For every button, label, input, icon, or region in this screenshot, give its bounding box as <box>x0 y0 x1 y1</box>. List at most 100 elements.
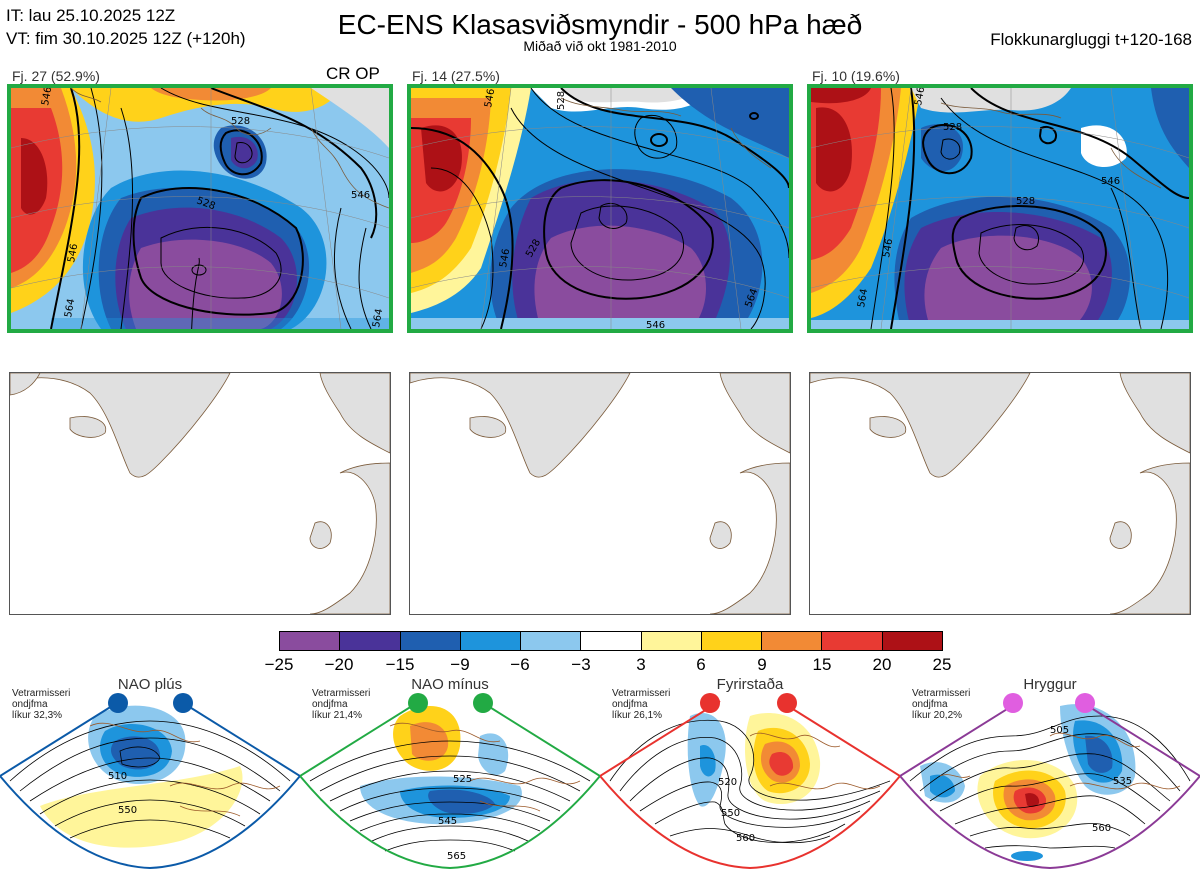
colorbar-tick: 25 <box>932 655 952 674</box>
regime-fan: 520 550 560 <box>600 693 900 870</box>
cluster-2-label: Fj. 14 (27.5%) <box>412 68 500 84</box>
contour-label: 560 <box>736 833 755 844</box>
contour-label: 546 <box>66 243 80 264</box>
contour-label: 546 <box>1101 176 1120 187</box>
regime-note: Vetrarmisseri ondjfma líkur 32,3% <box>12 688 70 721</box>
regime-note-line: líkur 21,4% <box>312 710 363 721</box>
land-outline-3 <box>810 373 1190 614</box>
colorbar-swatch <box>882 632 942 650</box>
cluster-1-tag: CR OP <box>326 64 380 83</box>
contour-label: 546 <box>498 248 512 269</box>
land-outline-1 <box>10 373 390 614</box>
regime-note-line: Vetrarmisseri <box>12 688 71 699</box>
contour-label: 546 <box>646 320 665 329</box>
regime-block[interactable]: 520 550 560 Fyrirstaða Vetrarmisseri ond… <box>600 676 900 871</box>
page-title: EC-ENS Klasasviðsmyndir - 500 hPa hæð <box>337 9 863 40</box>
regime-title: NAO plús <box>117 676 183 693</box>
colorbar-swatch <box>641 632 702 650</box>
region-map-3[interactable] <box>809 372 1191 615</box>
regime-fan: 505 535 560 <box>900 693 1200 870</box>
colorbar-swatch <box>701 632 763 650</box>
anomaly-field-3: 546 528 528 546 546 564 <box>811 88 1189 329</box>
colorbar-tick: −15 <box>385 655 415 674</box>
contour-label: 510 <box>108 771 127 782</box>
colorbar-tick: 6 <box>696 655 706 674</box>
regime-title: Fyrirstaða <box>716 676 784 693</box>
classification-window: Flokkunargluggi t+120-168 <box>990 30 1192 49</box>
regime-note-line: ondjfma <box>612 699 648 710</box>
regime-fan: 510 550 <box>0 693 300 870</box>
contour-label: 546 <box>351 190 370 201</box>
contour-label: 564 <box>371 308 385 329</box>
regime-note-line: ondjfma <box>912 699 948 710</box>
colorbar-swatch <box>280 632 341 650</box>
contour-label: 546 <box>40 88 54 107</box>
header-times: IT: lau 25.10.2025 12Z VT: fim 30.10.202… <box>6 4 246 50</box>
cluster-3-label: Fj. 10 (19.6%) <box>812 68 900 84</box>
region-map-1[interactable] <box>9 372 391 615</box>
contour-label: 528 <box>943 122 962 133</box>
colorbar-tick: −9 <box>450 655 470 674</box>
colorbar-swatch <box>521 632 582 650</box>
regime-note: Vetrarmisseri ondjfma líkur 21,4% <box>312 688 370 721</box>
regime-note-line: líkur 26,1% <box>612 710 663 721</box>
cluster-1-label: Fj. 27 (52.9%) <box>12 68 100 84</box>
contour-label: 550 <box>118 805 137 816</box>
regime-note-line: Vetrarmisseri <box>612 688 671 699</box>
colorbar-tick: −6 <box>510 655 530 674</box>
colorbar-swatch <box>400 632 461 650</box>
regime-title: NAO mínus <box>411 676 489 693</box>
regime-fan: 525 545 565 <box>300 693 600 870</box>
regime-note-line: Vetrarmisseri <box>312 688 371 699</box>
contour-label: 564 <box>856 288 870 309</box>
valid-time: VT: fim 30.10.2025 12Z (+120h) <box>6 29 246 48</box>
contour-label: 505 <box>1050 725 1069 736</box>
cluster-map-1[interactable]: 546 528 546 564 528 546 564 <box>7 84 393 333</box>
colorbar <box>279 631 943 651</box>
cluster-map-3[interactable]: 546 528 528 546 546 564 <box>807 84 1193 333</box>
colorbar-swatch <box>340 632 401 650</box>
colorbar-tick: 20 <box>872 655 892 674</box>
colorbar-tick: −20 <box>324 655 354 674</box>
contour-label: 565 <box>447 851 466 862</box>
cluster-map-2[interactable]: 546 528 528 546 546 564 <box>407 84 793 333</box>
contour-label: 546 <box>913 88 927 107</box>
regime-note-line: Vetrarmisseri <box>912 688 971 699</box>
contour-label: 520 <box>718 777 737 788</box>
regime-note: Vetrarmisseri ondjfma líkur 20,2% <box>912 688 970 721</box>
contour-label: 546 <box>881 238 895 259</box>
initial-time: IT: lau 25.10.2025 12Z <box>6 6 176 25</box>
page-subtitle: Miðað við okt 1981-2010 <box>523 38 677 54</box>
anomaly-field-2: 546 528 528 546 546 564 <box>411 88 789 329</box>
colorbar-swatch <box>581 632 642 650</box>
colorbar-swatch <box>762 632 823 650</box>
contour-label: 528 <box>231 116 250 127</box>
contour-label: 528 <box>1016 196 1035 207</box>
contour-label: 545 <box>438 816 457 827</box>
contour-label: 525 <box>453 774 472 785</box>
land-outline-2 <box>410 373 790 614</box>
regime-note-line: ondjfma <box>12 699 48 710</box>
colorbar-tick: −3 <box>571 655 591 674</box>
region-map-2[interactable] <box>409 372 791 615</box>
regime-note-line: ondjfma <box>312 699 348 710</box>
colorbar-swatch <box>460 632 522 650</box>
contour-label: 560 <box>1092 823 1111 834</box>
contour-label: 550 <box>721 808 740 819</box>
contour-label: 528 <box>556 91 567 110</box>
regime-note-line: líkur 20,2% <box>912 710 963 721</box>
regime-nao-plus[interactable]: 510 550 NAO plús Vetrarmisseri ondjfma l… <box>0 676 300 871</box>
regime-title: Hryggur <box>1023 676 1077 693</box>
regime-note: Vetrarmisseri ondjfma líkur 26,1% <box>612 688 670 721</box>
colorbar-swatch <box>822 632 883 650</box>
contour-label: 546 <box>483 88 497 109</box>
regime-nao-minus[interactable]: 525 545 565 NAO mínus Vetrarmisseri ondj… <box>300 676 600 871</box>
colorbar-tick: −25 <box>264 655 294 674</box>
contour-label: 564 <box>63 298 77 319</box>
anomaly-field-1: 546 528 546 564 528 546 564 <box>11 88 389 329</box>
colorbar-tick: 9 <box>757 655 767 674</box>
regime-ridge[interactable]: 505 535 560 Hryggur Vetrarmisseri ondjfm… <box>900 676 1200 871</box>
contour-label: 535 <box>1113 776 1132 787</box>
regime-note-line: líkur 32,3% <box>12 710 63 721</box>
colorbar-tick: 15 <box>812 655 832 674</box>
